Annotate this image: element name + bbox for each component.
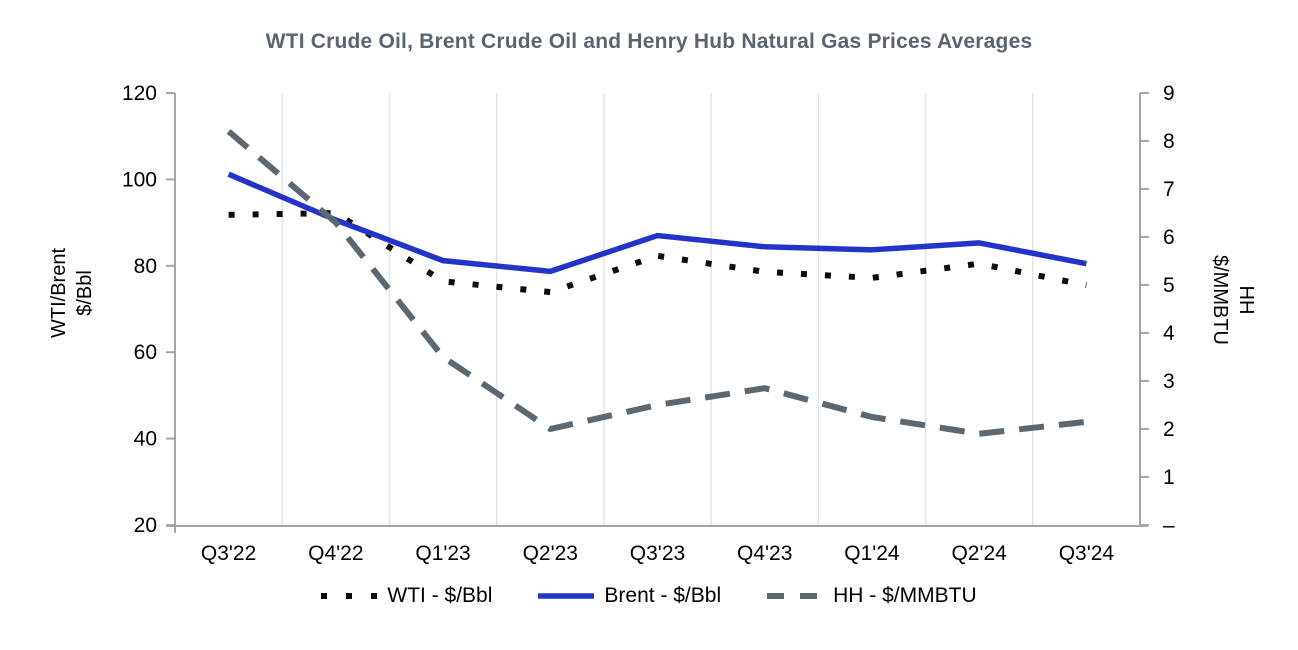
legend-label-brent: Brent - $/Bbl bbox=[604, 584, 722, 607]
left-axis-tick-label: 40 bbox=[134, 428, 157, 451]
left-axis-tick-label: 120 bbox=[122, 82, 157, 105]
legend-label-wti: WTI - $/Bbl bbox=[387, 584, 493, 607]
right-axis-tick-label: 6 bbox=[1163, 226, 1175, 249]
right-axis-tick-label: 7 bbox=[1163, 178, 1175, 201]
legend-item-wti: WTI - $/Bbl bbox=[321, 584, 492, 608]
right-axis-tick-label: 2 bbox=[1163, 418, 1175, 441]
right-axis-tick-label: 8 bbox=[1163, 130, 1175, 153]
legend: WTI - $/Bbl Brent - $/Bbl HH - $/MMBTU bbox=[0, 584, 1298, 608]
legend-swatch-brent bbox=[538, 593, 595, 599]
right-axis-tick-label: 5 bbox=[1163, 274, 1175, 297]
legend-label-hh: HH - $/MMBTU bbox=[833, 584, 977, 607]
legend-swatch-wti bbox=[321, 593, 378, 599]
left-axis-tick-label: 100 bbox=[122, 168, 157, 191]
legend-item-hh: HH - $/MMBTU bbox=[767, 584, 977, 608]
x-axis-tick-label: Q1'23 bbox=[415, 542, 470, 565]
x-axis-tick-label: Q2'23 bbox=[523, 542, 578, 565]
right-axis-tick-label: – bbox=[1163, 514, 1175, 537]
left-axis-tick-label: 60 bbox=[134, 341, 157, 364]
x-axis-tick-label: Q3'23 bbox=[630, 542, 685, 565]
left-axis-tick-label: 80 bbox=[134, 255, 157, 278]
x-axis-tick-label: Q3'22 bbox=[201, 542, 256, 565]
x-axis-tick-label: Q1'24 bbox=[844, 542, 900, 565]
x-axis-tick-label: Q2'24 bbox=[951, 542, 1007, 565]
right-axis-tick-label: 9 bbox=[1163, 82, 1175, 105]
x-axis-tick-label: Q4'23 bbox=[737, 542, 792, 565]
right-axis-tick-label: 3 bbox=[1163, 370, 1175, 393]
right-axis-tick-label: 4 bbox=[1163, 322, 1175, 345]
legend-swatch-hh bbox=[767, 593, 824, 599]
right-axis-tick-label: 1 bbox=[1163, 466, 1175, 489]
series-line-brent bbox=[227, 171, 1087, 275]
x-axis-tick-label: Q4'22 bbox=[308, 542, 363, 565]
legend-item-brent: Brent - $/Bbl bbox=[538, 584, 721, 608]
left-axis-tick-label: 20 bbox=[134, 514, 157, 537]
chart-title: WTI Crude Oil, Brent Crude Oil and Henry… bbox=[265, 30, 1033, 53]
x-axis-tick-label: Q3'24 bbox=[1059, 542, 1115, 565]
series-line-hh bbox=[226, 129, 1087, 437]
